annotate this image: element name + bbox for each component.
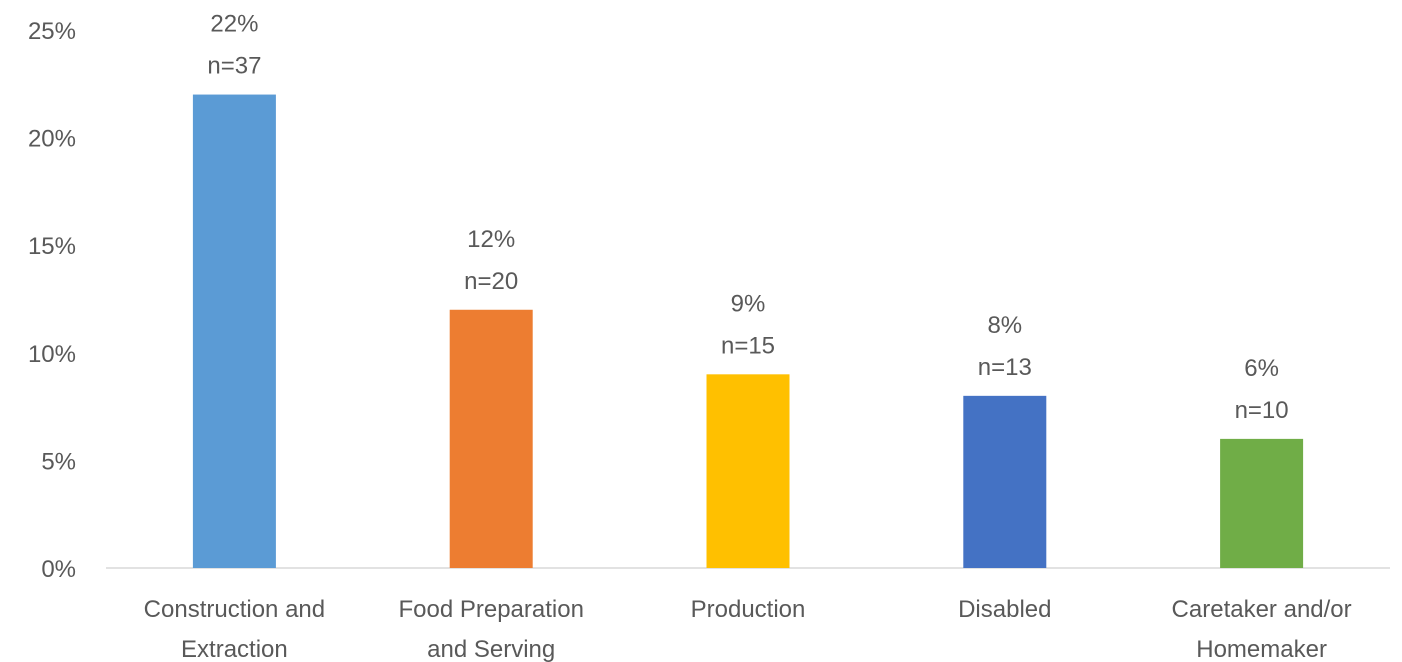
y-tick-label: 0% [41, 556, 76, 583]
data-label-count: n=15 [721, 332, 775, 359]
data-label-value: 8% [987, 312, 1022, 339]
data-labels: 22% n=37 12% n=20 9% n=15 8% n=13 6% n=10 [207, 11, 1288, 424]
data-label-value: 12% [467, 226, 515, 253]
y-tick-label: 20% [28, 126, 76, 153]
data-label-count: n=37 [207, 53, 261, 80]
data-label-count: n=10 [1235, 397, 1289, 424]
data-label-count: n=20 [464, 268, 518, 295]
bars [192, 94, 1304, 568]
bar [1220, 438, 1304, 568]
y-tick-label: 25% [28, 18, 76, 45]
data-label-count: n=13 [978, 354, 1032, 381]
x-tick-label: Construction and [144, 596, 325, 623]
data-label-value: 6% [1244, 355, 1279, 382]
y-tick-label: 15% [28, 233, 76, 260]
bar [706, 374, 790, 568]
x-tick-label: and Serving [427, 636, 555, 662]
y-tick-label: 5% [41, 448, 76, 475]
x-tick-label: Production [691, 596, 806, 623]
bar [449, 309, 533, 568]
bar [192, 94, 276, 568]
y-axis: 0% 5% 10% 15% 20% 25% [28, 18, 76, 583]
y-tick-label: 10% [28, 341, 76, 368]
x-tick-label: Homemaker [1196, 636, 1327, 662]
data-label-value: 22% [210, 11, 258, 38]
x-tick-label: Disabled [958, 596, 1051, 623]
data-label-value: 9% [731, 290, 766, 317]
x-tick-label: Extraction [181, 636, 288, 662]
x-tick-label: Food Preparation [398, 596, 583, 623]
bar [963, 395, 1047, 568]
x-tick-label: Caretaker and/or [1172, 596, 1352, 623]
x-axis: Construction and Extraction Food Preparati… [144, 596, 1352, 662]
